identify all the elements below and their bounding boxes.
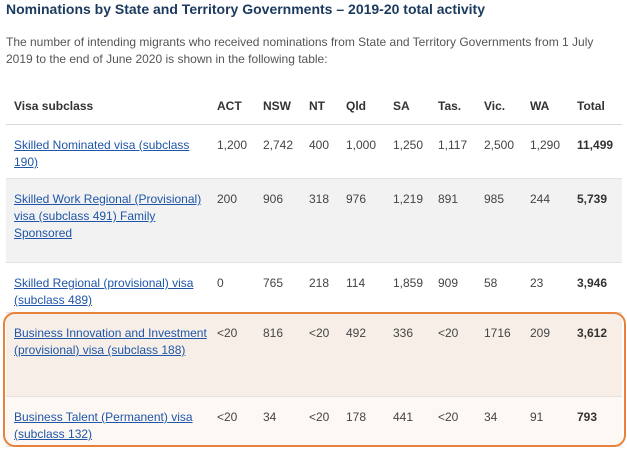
count-cell: 209 [522,312,569,397]
count-cell: 909 [430,262,476,313]
count-cell: 1,117 [430,124,476,179]
count-cell: <20 [430,396,476,447]
count-cell: 336 [385,312,430,397]
title: Nominations by State and Territory Gover… [6,1,485,17]
visa-link[interactable]: Skilled Nominated visa (subclass 190) [14,138,190,169]
count-cell: 441 [385,396,430,447]
intro-text: The number of intending migrants who rec… [6,35,594,66]
count-cell: 34 [255,396,301,447]
count-cell: 91 [522,396,569,447]
count-cell: 906 [255,178,301,263]
header-row: Visa subclass ACT NSW NT Qld SA Tas. Vic. WA Tota… [6,88,622,125]
table-row: Skilled Nominated visa (subclass 190) 1,2… [6,124,622,179]
column-header: Total [569,88,622,125]
visa-link[interactable]: Business Innovation and Investment (prov… [14,326,207,357]
count-cell: 318 [301,178,338,263]
column-header: ACT [209,88,255,125]
column-header: Visa subclass [6,88,209,125]
count-cell: 1,000 [338,124,385,179]
count-cell: 765 [255,262,301,313]
visa-cell: Skilled Nominated visa (subclass 190) [6,124,209,179]
column-header: SA [385,88,430,125]
visa-cell: Business Talent (Permanent) visa (subcla… [6,396,209,447]
nominations-table: Visa subclass ACT NSW NT Qld SA Tas. Vic. WA Tota… [6,88,622,447]
count-cell: 178 [338,396,385,447]
count-cell: 976 [338,178,385,263]
count-cell: 23 [522,262,569,313]
count-cell: <20 [209,312,255,397]
table-row: Skilled Regional (provisional) visa (sub… [6,262,622,313]
column-header: NSW [255,88,301,125]
visa-cell: Skilled Regional (provisional) visa (sub… [6,262,209,313]
count-cell: 244 [522,178,569,263]
count-cell: 200 [209,178,255,263]
total-cell: 3,612 [569,312,622,397]
total-cell: 11,499 [569,124,622,179]
count-cell: 1,290 [522,124,569,179]
table-body: Skilled Nominated visa (subclass 190) 1,2… [6,124,622,447]
count-cell: <20 [209,396,255,447]
count-cell: 58 [476,262,522,313]
column-header: Tas. [430,88,476,125]
count-cell: 0 [209,262,255,313]
column-header: WA [522,88,569,125]
count-cell: <20 [430,312,476,397]
count-cell: 1,219 [385,178,430,263]
count-cell: 891 [430,178,476,263]
count-cell: 1,250 [385,124,430,179]
count-cell: 985 [476,178,522,263]
column-header: Qld [338,88,385,125]
count-cell: 816 [255,312,301,397]
count-cell: 400 [301,124,338,179]
table-row: Business Talent (Permanent) visa (subcla… [6,396,622,447]
total-cell: 3,946 [569,262,622,313]
count-cell: <20 [301,396,338,447]
total-cell: 793 [569,396,622,447]
count-cell: 1716 [476,312,522,397]
visa-link[interactable]: Business Talent (Permanent) visa (subcla… [14,410,193,441]
table-row: Skilled Work Regional (Provisional) visa… [6,178,622,263]
count-cell: 1,859 [385,262,430,313]
table-row: Business Innovation and Investment (prov… [6,312,622,397]
count-cell: 492 [338,312,385,397]
count-cell: <20 [301,312,338,397]
column-header: Vic. [476,88,522,125]
count-cell: 34 [476,396,522,447]
column-header: NT [301,88,338,125]
count-cell: 2,500 [476,124,522,179]
count-cell: 218 [301,262,338,313]
visa-cell: Business Innovation and Investment (prov… [6,312,209,397]
count-cell: 114 [338,262,385,313]
total-cell: 5,739 [569,178,622,263]
visa-link[interactable]: Skilled Regional (provisional) visa (sub… [14,276,194,307]
visa-cell: Skilled Work Regional (Provisional) visa… [6,178,209,263]
count-cell: 2,742 [255,124,301,179]
visa-link[interactable]: Skilled Work Regional (Provisional) visa… [14,192,202,240]
count-cell: 1,200 [209,124,255,179]
